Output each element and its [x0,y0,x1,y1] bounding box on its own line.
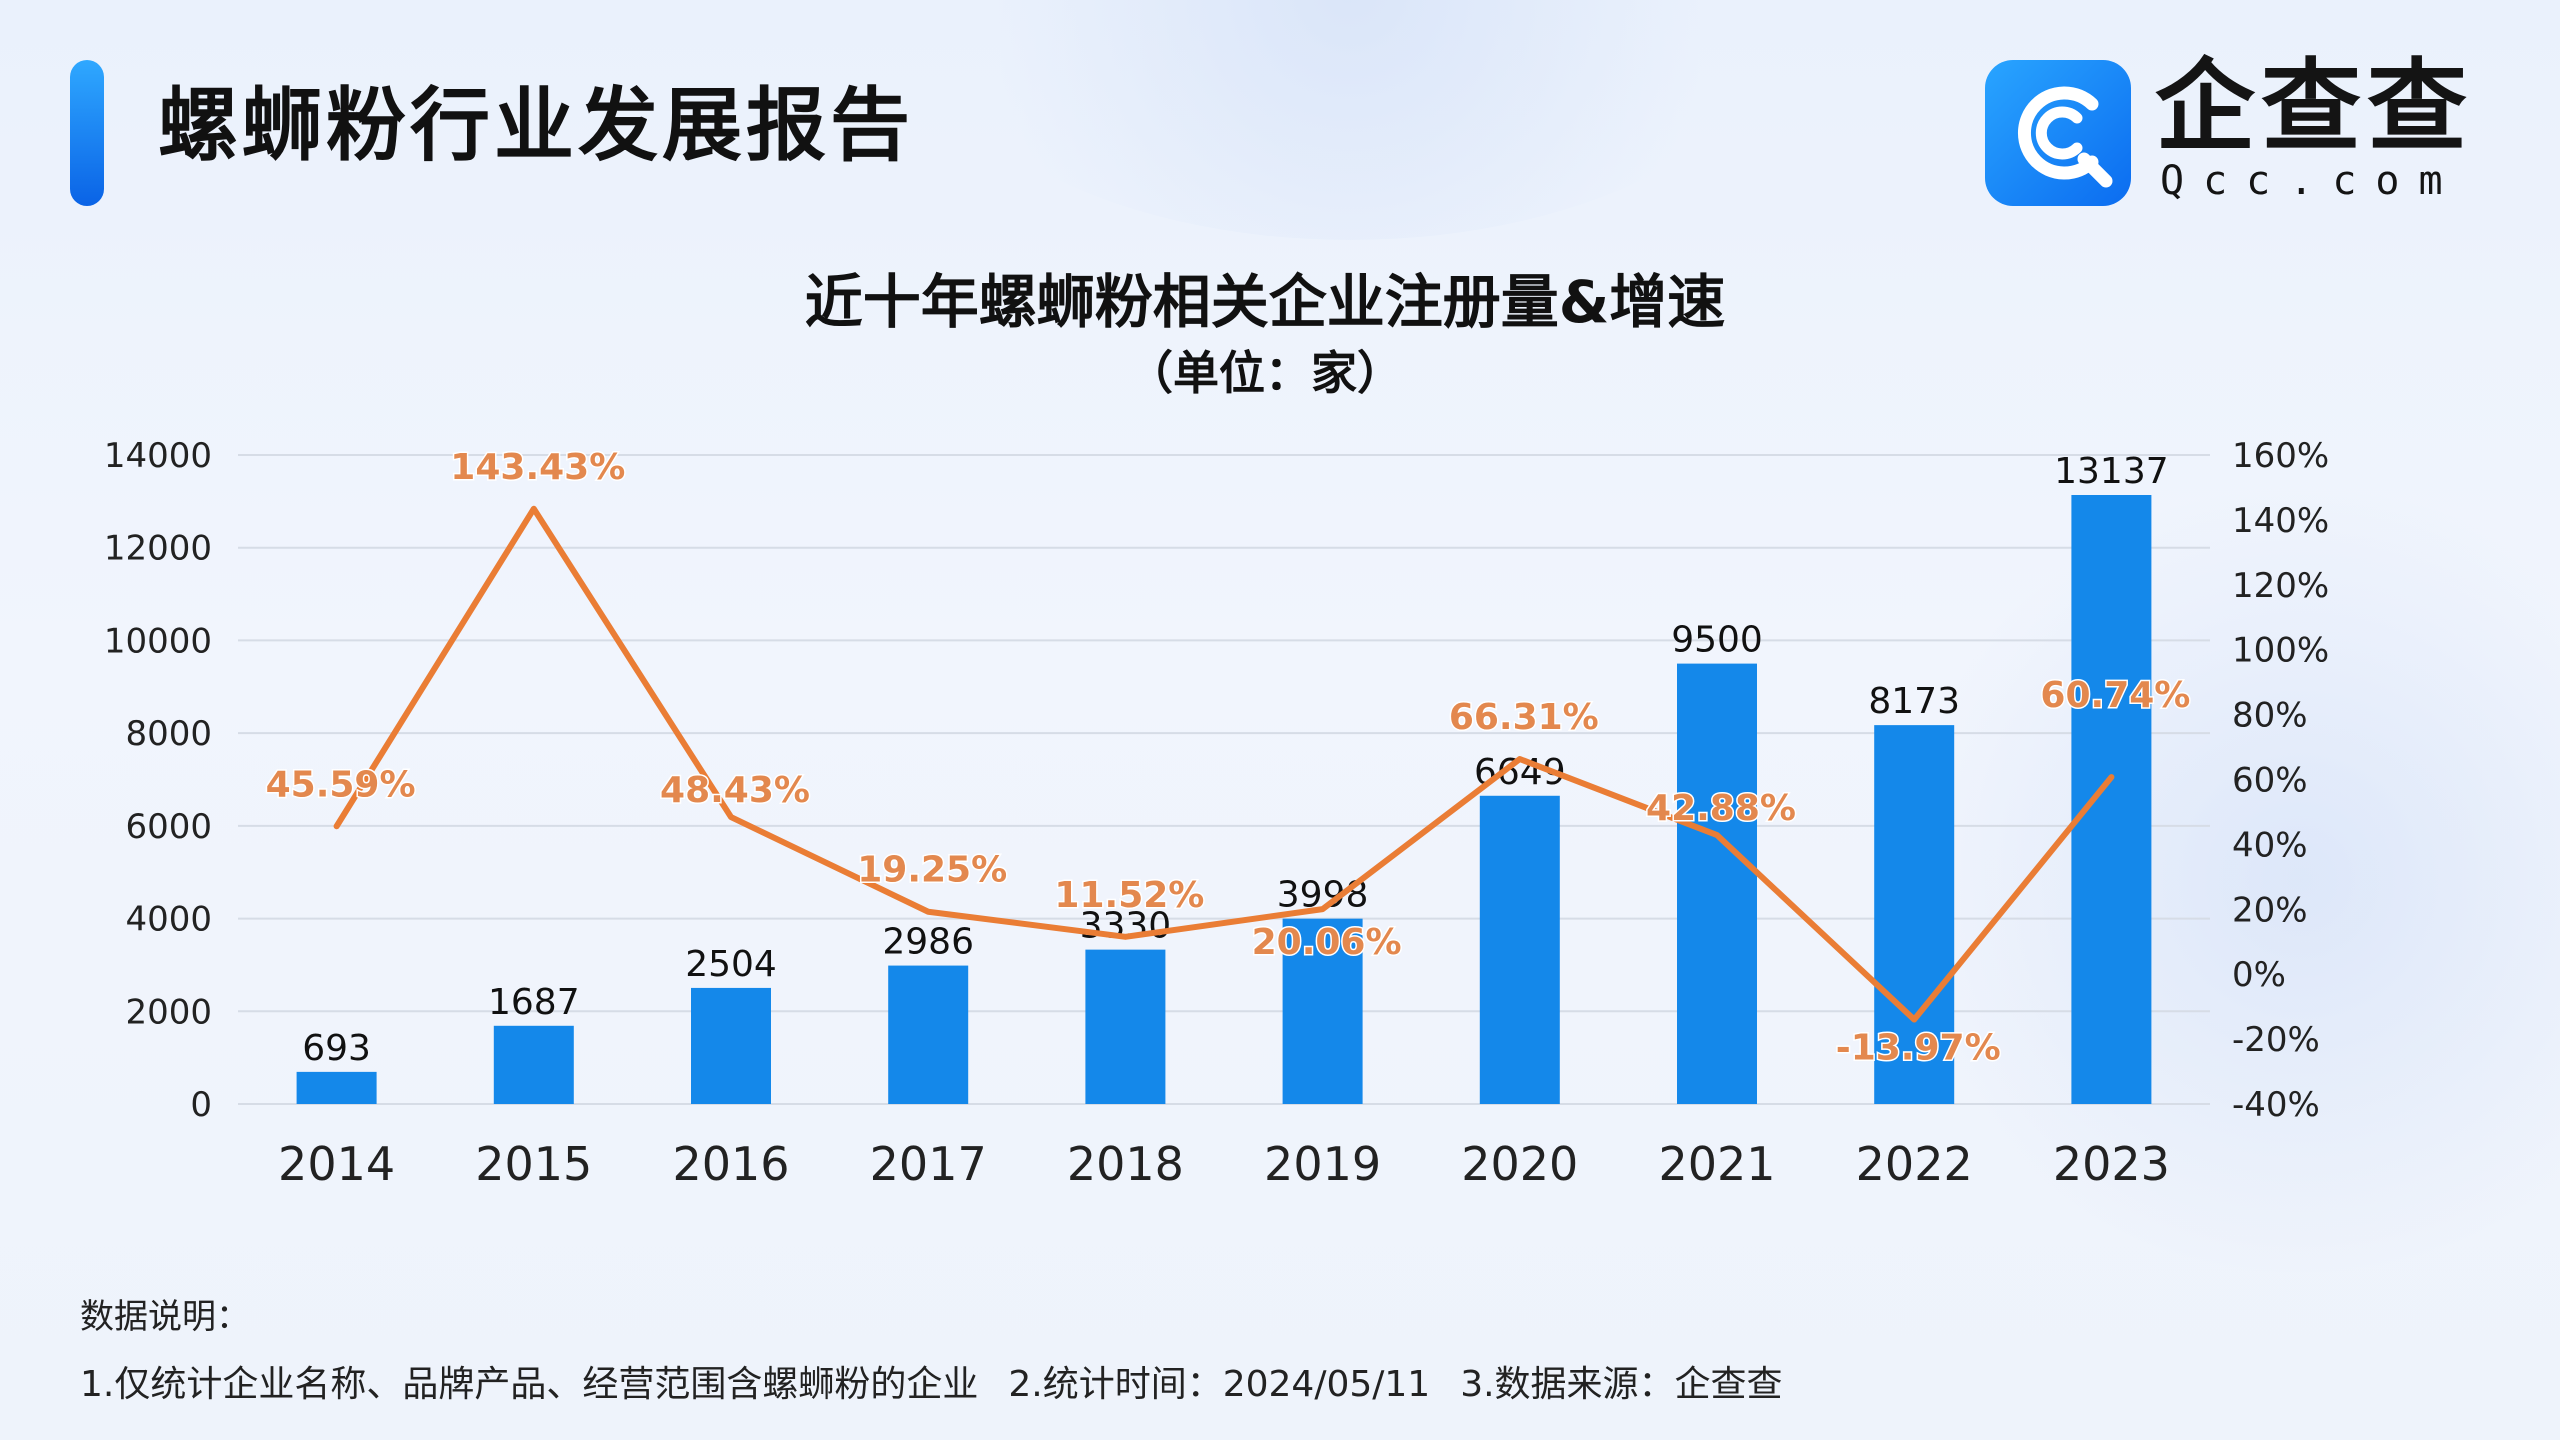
line-value-label: 19.25% [857,850,1007,891]
qcc-logo-icon [1985,60,2131,206]
y-right-tick-label: 100% [2232,631,2329,671]
note-item: 3.数据来源：企查查 [1460,1364,1783,1405]
chart-title: 近十年螺蛳粉相关企业注册量&增速 [804,268,1726,336]
brand-domain: Qcc.com [2160,158,2462,204]
bar [2071,495,2152,1104]
logo-mark [2017,86,2113,188]
chart-subtitle: （单位：家） [1127,346,1403,400]
brand-name: 企查查 [2155,48,2473,165]
title-accent-bar [70,60,104,206]
notes-heading: 数据说明： [80,1297,250,1337]
y-left-tick-label: 2000 [125,992,212,1032]
x-tick-label: 2015 [475,1137,592,1191]
line-value-label: 45.59% [266,764,416,805]
bar [493,1025,574,1104]
y-right-tick-label: 160% [2232,436,2329,476]
x-tick-label: 2021 [1658,1137,1775,1191]
bar-value-label: 693 [302,1028,371,1069]
x-tick-label: 2020 [1461,1137,1578,1191]
x-tick-label: 2023 [2053,1137,2170,1191]
bar-value-label: 1687 [488,982,580,1023]
bar [1085,949,1166,1104]
bar-value-label: 13137 [2054,451,2169,492]
bar-value-label: 2986 [882,922,974,963]
bar [888,965,969,1104]
x-tick-label: 2022 [1856,1137,1973,1191]
line-value-label: 42.88% [1646,788,1796,829]
y-left-tick-label: 14000 [104,436,212,476]
x-tick-label: 2019 [1264,1137,1381,1191]
y-right-tick-label: 120% [2232,566,2329,606]
y-right-tick-label: 60% [2232,761,2308,801]
y-left-tick-label: 8000 [125,714,212,754]
x-tick-label: 2017 [870,1137,987,1191]
line-value-label: 143.43% [450,447,625,488]
y-right-tick-label: 80% [2232,696,2308,736]
x-tick-label: 2014 [278,1137,395,1191]
y-left-tick-label: 6000 [125,807,212,847]
y-left-tick-label: 4000 [125,900,212,940]
line-value-label: 11.52% [1054,875,1204,916]
y-right-tick-label: -40% [2232,1085,2320,1125]
line-value-label: 20.06% [1252,922,1402,963]
x-tick-label: 2016 [672,1137,789,1191]
growth-line [333,505,2115,1023]
line-value-label: 66.31% [1449,697,1599,738]
line-value-label: 48.43% [660,770,810,811]
y-left-tick-label: 10000 [104,621,212,661]
bar-value-label: 8173 [1868,681,1960,722]
bar [1874,725,1955,1104]
report-title: 螺蛳粉行业发展报告 [158,79,914,172]
line-value-label: -13.97% [1836,1028,2001,1069]
background-glow [1900,480,2560,1280]
y-right-tick-label: 20% [2232,890,2308,930]
bar [1677,663,1757,1104]
y-right-tick-label: 0% [2232,955,2286,995]
line-value-label: 60.74% [2040,675,2190,716]
y-right-tick-label: 140% [2232,501,2329,541]
y-left-tick-label: 12000 [104,529,212,569]
bar [1479,795,1560,1104]
bar [296,1071,377,1104]
y-right-tick-label: -20% [2232,1020,2320,1060]
bar [691,987,771,1104]
note-item: 1.仅统计企业名称、品牌产品、经营范围含螺蛳粉的企业 [80,1364,979,1405]
bar-value-label: 2504 [685,944,777,985]
y-right-tick-label: 40% [2232,825,2308,865]
notes-line: 1.仅统计企业名称、品牌产品、经营范围含螺蛳粉的企业 2.统计时间：2024/05… [80,1360,1813,1410]
bar [1282,918,1363,1104]
note-item: 2.统计时间：2024/05/11 [1008,1364,1431,1405]
y-left-tick-label: 0 [190,1085,212,1125]
bar-value-label: 9500 [1671,620,1763,661]
x-tick-label: 2018 [1067,1137,1184,1191]
